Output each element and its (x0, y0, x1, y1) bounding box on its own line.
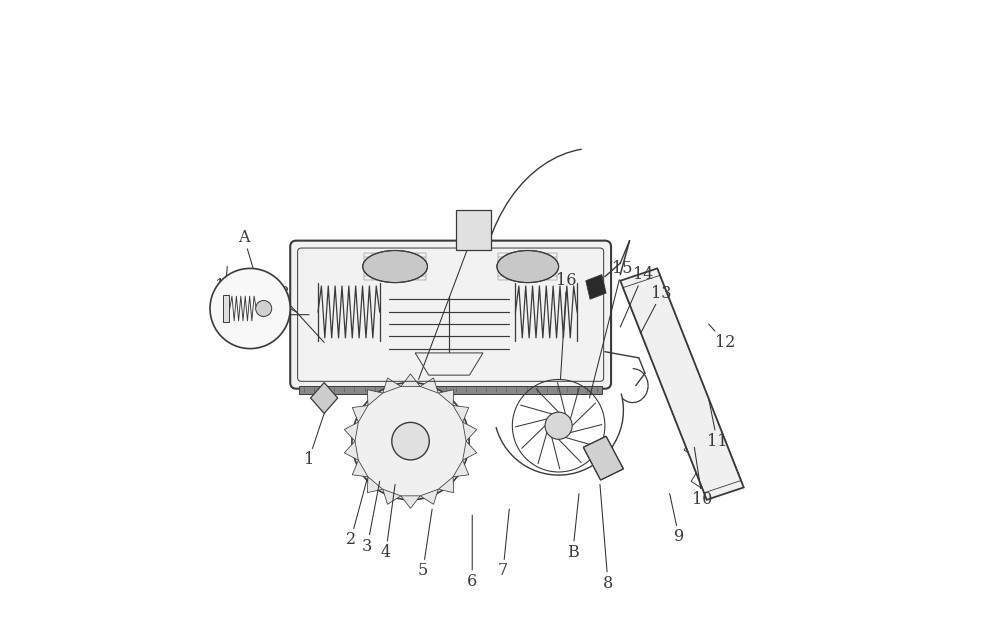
Polygon shape (453, 405, 469, 422)
Text: 11: 11 (707, 398, 727, 450)
Polygon shape (463, 441, 477, 460)
Circle shape (210, 268, 290, 349)
Polygon shape (453, 460, 469, 477)
Bar (299, 386, 602, 394)
Polygon shape (401, 374, 420, 386)
Polygon shape (438, 390, 454, 405)
Text: 13: 13 (641, 284, 672, 333)
Polygon shape (420, 378, 438, 393)
Polygon shape (352, 460, 368, 477)
Circle shape (352, 383, 469, 500)
Text: 4: 4 (381, 484, 395, 561)
Text: B: B (567, 494, 579, 561)
Polygon shape (344, 441, 358, 460)
Bar (456, 210, 491, 250)
Text: 2: 2 (346, 478, 367, 549)
Text: 3: 3 (362, 481, 380, 555)
Polygon shape (583, 436, 623, 480)
Bar (223, 295, 229, 322)
Polygon shape (420, 489, 438, 504)
Polygon shape (344, 422, 358, 441)
Polygon shape (620, 268, 744, 500)
Ellipse shape (497, 251, 559, 283)
Text: 7: 7 (498, 509, 509, 579)
Text: 8: 8 (600, 484, 613, 592)
Text: 14: 14 (620, 266, 653, 327)
FancyBboxPatch shape (290, 241, 611, 389)
Text: 9: 9 (670, 494, 684, 545)
Polygon shape (438, 477, 454, 492)
Text: 15: 15 (589, 260, 632, 398)
Circle shape (392, 423, 429, 460)
Text: A: A (238, 229, 253, 268)
Text: 5: 5 (418, 509, 432, 579)
Polygon shape (401, 496, 420, 508)
Text: 10: 10 (692, 447, 713, 508)
Polygon shape (367, 477, 383, 492)
Circle shape (256, 300, 272, 317)
Text: 19: 19 (215, 267, 236, 296)
Ellipse shape (363, 251, 428, 283)
Circle shape (545, 412, 572, 439)
Polygon shape (586, 275, 606, 299)
Polygon shape (383, 489, 401, 504)
Text: 16: 16 (556, 272, 577, 379)
Polygon shape (463, 422, 477, 441)
Text: 17: 17 (419, 223, 484, 379)
Polygon shape (352, 405, 368, 422)
Text: 18: 18 (269, 284, 324, 342)
Polygon shape (367, 390, 383, 405)
Text: 1: 1 (304, 404, 327, 468)
Polygon shape (383, 378, 401, 393)
Polygon shape (311, 383, 338, 413)
Text: 6: 6 (467, 515, 477, 590)
Text: 12: 12 (709, 324, 735, 351)
